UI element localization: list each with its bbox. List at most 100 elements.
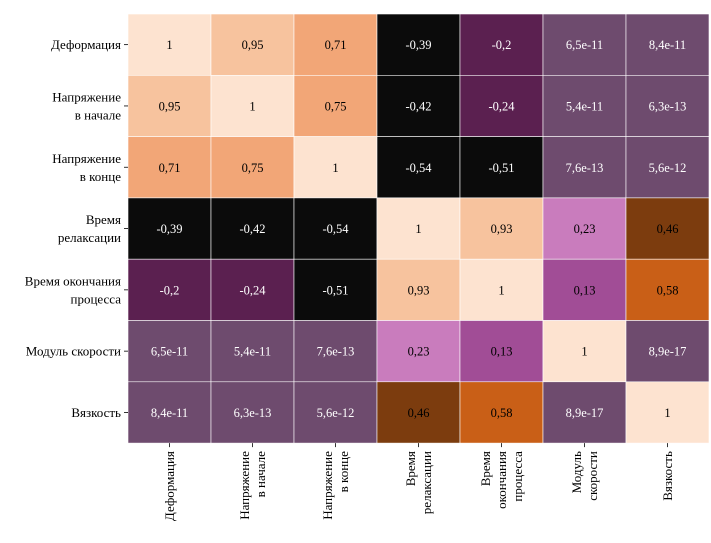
cell-value-label: 5,4e-11 — [234, 345, 271, 359]
cell-value-label: 0,23 — [408, 345, 430, 359]
cell-value-label: 0,13 — [574, 283, 596, 297]
column-label: Напряжение — [237, 451, 252, 520]
cell-value-label: -0,42 — [405, 99, 431, 113]
row-label: релаксации — [58, 230, 121, 245]
heatmap-cell — [542, 381, 627, 444]
cell-value-label: 5,4e-11 — [566, 99, 603, 113]
cell-value-label: 0,58 — [657, 283, 679, 297]
cell-value-label: 7,6e-13 — [566, 161, 604, 175]
cell-value-label: 6,3e-13 — [234, 406, 272, 420]
row-label: в начале — [75, 107, 122, 122]
column-label: Время — [478, 451, 493, 486]
cell-value-label: 6,5e-11 — [151, 345, 188, 359]
heatmap-cell — [625, 258, 710, 321]
cell-value-label: 8,4e-11 — [151, 406, 188, 420]
cell-value-label: 0,23 — [574, 222, 596, 236]
heatmap-cell — [210, 197, 295, 260]
cell-value-label: 5,6e-12 — [317, 406, 355, 420]
cell-value-label: -0,51 — [488, 161, 514, 175]
column-label: Напряжение — [320, 451, 335, 520]
heatmap-cell — [459, 320, 544, 383]
heatmap-cell — [210, 136, 295, 199]
cell-value-label: 0,58 — [491, 406, 513, 420]
cell-value-label: 0,46 — [408, 406, 430, 420]
heatmap-cell — [376, 13, 461, 76]
cell-value-label: 1 — [249, 99, 255, 113]
cell-value-label: 8,4e-11 — [649, 38, 686, 52]
cell-value-label: -0,39 — [156, 222, 182, 236]
cell-value-label: 0,71 — [325, 38, 347, 52]
row-labels: Деформация Напряжение в начале Напряжение в … — [25, 37, 128, 420]
heatmap-cell — [127, 320, 212, 383]
heatmap-cell — [542, 75, 627, 137]
heatmap-cell — [293, 381, 378, 444]
cell-value-label: 1 — [332, 161, 338, 175]
heatmap-cell — [210, 13, 295, 76]
heatmap-cell — [293, 136, 378, 199]
heatmap-cell — [127, 13, 212, 76]
column-label: скорости — [585, 451, 600, 501]
cell-value-label: 1 — [415, 222, 421, 236]
cell-value-label: -0,24 — [488, 99, 515, 113]
row-label: процесса — [71, 291, 122, 306]
cell-value-label: 0,93 — [491, 222, 513, 236]
heatmap-cell — [625, 381, 710, 444]
column-label: релаксации — [419, 451, 434, 514]
cell-value-label: 6,5e-11 — [566, 38, 603, 52]
heatmap-cell — [625, 75, 710, 137]
row-label: Напряжение — [52, 89, 121, 104]
cell-value-label: 0,71 — [159, 161, 181, 175]
heatmap-cell — [127, 381, 212, 444]
column-label: Модуль — [569, 451, 584, 493]
cell-value-label: 7,6e-13 — [317, 345, 355, 359]
cell-value-label: 0,46 — [657, 222, 679, 236]
heatmap-cell — [293, 75, 378, 137]
row-label: Время окончания — [25, 273, 121, 288]
heatmap-cell — [376, 381, 461, 444]
cell-value-label: 1 — [166, 38, 172, 52]
heatmap-cell — [376, 136, 461, 199]
heatmap-cell — [625, 136, 710, 199]
cell-value-label: -0,51 — [322, 283, 348, 297]
heatmap-cell — [625, 197, 710, 260]
heatmap-cell — [127, 197, 212, 260]
heatmap-cell — [542, 136, 627, 199]
column-labels: Деформация Напряжение в начале Напряжение в … — [162, 443, 675, 521]
cell-value-label: -0,54 — [405, 161, 432, 175]
heatmap-cell — [459, 75, 544, 137]
heatmap-cell — [293, 13, 378, 76]
heatmap-cell — [127, 136, 212, 199]
heatmap-cell — [542, 13, 627, 76]
heatmap-cell — [376, 320, 461, 383]
heatmap-cell — [376, 197, 461, 260]
column-label: Деформация — [162, 451, 177, 521]
cell-value-label: -0,2 — [160, 283, 180, 297]
cell-value-label: 0,95 — [242, 38, 264, 52]
cell-value-label: 5,6e-12 — [649, 161, 687, 175]
heatmap-cell — [459, 381, 544, 444]
heatmap-cells: 1 0,95 0,71 -0,39 -0,2 6,5e-11 8,4e-11 0,95 1 0,7… — [127, 13, 710, 444]
cell-value-label: -0,42 — [239, 222, 265, 236]
cell-value-label: 1 — [664, 406, 670, 420]
cell-value-label: -0,39 — [405, 38, 431, 52]
cell-value-label: 8,9e-17 — [649, 345, 687, 359]
row-label: Напряжение — [52, 151, 121, 166]
row-label: Деформация — [51, 37, 121, 52]
heatmap-cell — [625, 320, 710, 383]
cell-value-label: -0,54 — [322, 222, 349, 236]
heatmap-cell — [293, 258, 378, 321]
heatmap-cell — [542, 197, 627, 260]
cell-value-label: 0,13 — [491, 345, 513, 359]
column-label: окончания — [494, 451, 509, 509]
cell-value-label: 0,93 — [408, 283, 430, 297]
row-label: Время — [86, 212, 121, 227]
heatmap-cell — [459, 136, 544, 199]
heatmap-cell — [293, 320, 378, 383]
column-label: Вязкость — [660, 451, 675, 501]
heatmap-cell — [210, 320, 295, 383]
cell-value-label: 6,3e-13 — [649, 99, 687, 113]
row-label: Модуль скорости — [26, 344, 121, 359]
column-label: в конце — [336, 451, 351, 492]
cell-value-label: -0,2 — [492, 38, 512, 52]
